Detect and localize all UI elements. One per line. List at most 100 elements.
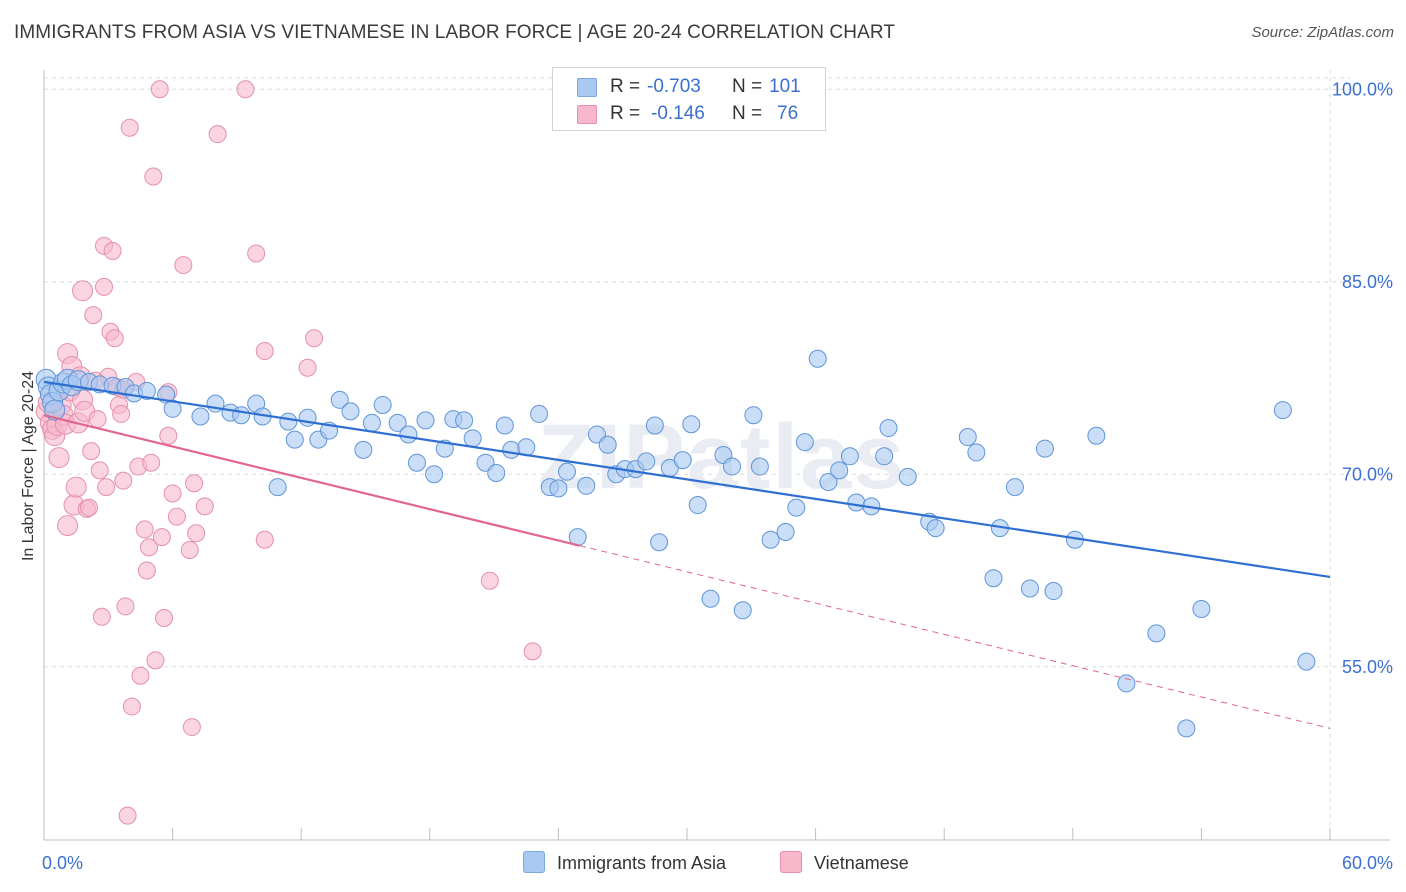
asia-point (373, 395, 392, 414)
stats-row-vietnamese: R = -0.146 N = 76 (553, 101, 825, 127)
asia-point (830, 461, 849, 480)
chart-title: IMMIGRANTS FROM ASIA VS VIETNAMESE IN LA… (14, 22, 896, 43)
gridlines (44, 70, 1350, 840)
vietnamese-point (247, 244, 266, 263)
asia-point (701, 589, 720, 608)
vietnamese-point (298, 358, 317, 377)
vietnamese-point (159, 426, 178, 445)
asia-point (268, 478, 287, 497)
asia-point (407, 453, 426, 472)
legend-swatch-asia (523, 851, 545, 873)
asia-point (898, 467, 917, 486)
vietnamese-swatch (577, 105, 597, 124)
vietnamese-point (140, 538, 159, 557)
legend-item-asia[interactable]: Immigrants from Asia (523, 851, 726, 874)
vietnamese-trend-extension (579, 545, 1331, 729)
vietnamese-point (195, 497, 214, 516)
legend-label-vietnamese: Vietnamese (814, 853, 909, 873)
asia-point (455, 411, 474, 430)
y-tick-label: 85.0% (1342, 272, 1393, 292)
y-axis-label: In Labor Force | Age 20-24 (20, 370, 37, 562)
asia-point (557, 462, 576, 481)
asia-point (577, 476, 596, 495)
r-value: -0.703 (647, 76, 701, 97)
asia-point (645, 416, 664, 435)
asia-point (285, 430, 304, 449)
asia-point (399, 425, 418, 444)
vietnamese-point (95, 277, 114, 296)
asia-point (1297, 652, 1316, 671)
vietnamese-point (57, 515, 79, 537)
asia-point (1273, 401, 1292, 420)
vietnamese-point (72, 280, 94, 302)
r-label: R = (610, 103, 641, 124)
asia-point (425, 465, 444, 484)
vietnamese-point (185, 474, 204, 493)
vietnamese-point (142, 453, 161, 472)
asia-point (463, 429, 482, 448)
vietnamese-point (90, 461, 109, 480)
chart-legend: Immigrants from Asia Vietnamese (0, 851, 1406, 877)
asia-point (1044, 582, 1063, 601)
asia-point (495, 416, 514, 435)
asia-trend-line (43, 380, 1331, 579)
asia-point (787, 498, 806, 517)
asia-point (598, 435, 617, 454)
vietnamese-point (97, 478, 116, 497)
asia-point (549, 479, 568, 498)
vietnamese-point (116, 597, 135, 616)
vietnamese-point (131, 666, 150, 685)
asia-point (1087, 426, 1106, 445)
source-credit: Source: ZipAtlas.com (1251, 24, 1394, 41)
x-tick-label: 60.0% (1342, 853, 1393, 873)
legend-item-vietnamese[interactable]: Vietnamese (780, 851, 909, 874)
asia-point (1035, 439, 1054, 458)
vietnamese-point (155, 608, 174, 627)
vietnamese-trend-line (43, 414, 581, 547)
asia-point (487, 463, 506, 482)
vietnamese-point (114, 471, 133, 490)
vietnamese-point (88, 410, 107, 429)
vietnamese-point (144, 167, 163, 186)
vietnamese-point (84, 306, 103, 325)
asia-point (847, 493, 866, 512)
vietnamese-point (208, 125, 227, 144)
vietnamese-point (480, 571, 499, 590)
asia-point (673, 451, 692, 470)
asia-point (388, 413, 407, 432)
asia-point (354, 440, 373, 459)
vietnamese-point (146, 651, 165, 670)
asia-point (819, 472, 838, 491)
vietnamese-point (48, 447, 70, 469)
tick-labels: 55.0% 70.0% 85.0% 100.0% 0.0% 60.0% (42, 79, 1393, 873)
asia-point (795, 433, 814, 452)
asia-point (875, 447, 894, 466)
asia-point (362, 413, 381, 432)
asia-point (808, 349, 827, 368)
asia-point (1117, 674, 1136, 693)
asia-point (984, 569, 1003, 588)
asia-point (191, 407, 210, 426)
vietnamese-point (152, 528, 171, 547)
vietnamese-point (65, 476, 87, 498)
stats-row-asia: R = -0.703 N = 101 (553, 74, 825, 100)
vietnamese-point (167, 507, 186, 526)
asia-point (840, 447, 859, 466)
vietnamese-point (255, 530, 274, 549)
asia-point (1192, 600, 1211, 618)
vietnamese-point (180, 540, 199, 559)
asia-point (502, 440, 521, 459)
r-label: R = (610, 76, 641, 97)
asia-point (879, 419, 898, 438)
asia-point (967, 443, 986, 462)
asia-point (733, 601, 752, 620)
vietnamese-point (305, 329, 324, 348)
n-label: N = (732, 103, 763, 124)
r-value: -0.146 (651, 103, 705, 124)
vietnamese-point (82, 442, 101, 461)
vietnamese-point (236, 80, 255, 99)
asia-point (958, 428, 977, 447)
legend-label-asia: Immigrants from Asia (557, 853, 727, 873)
asia-point (688, 496, 707, 515)
